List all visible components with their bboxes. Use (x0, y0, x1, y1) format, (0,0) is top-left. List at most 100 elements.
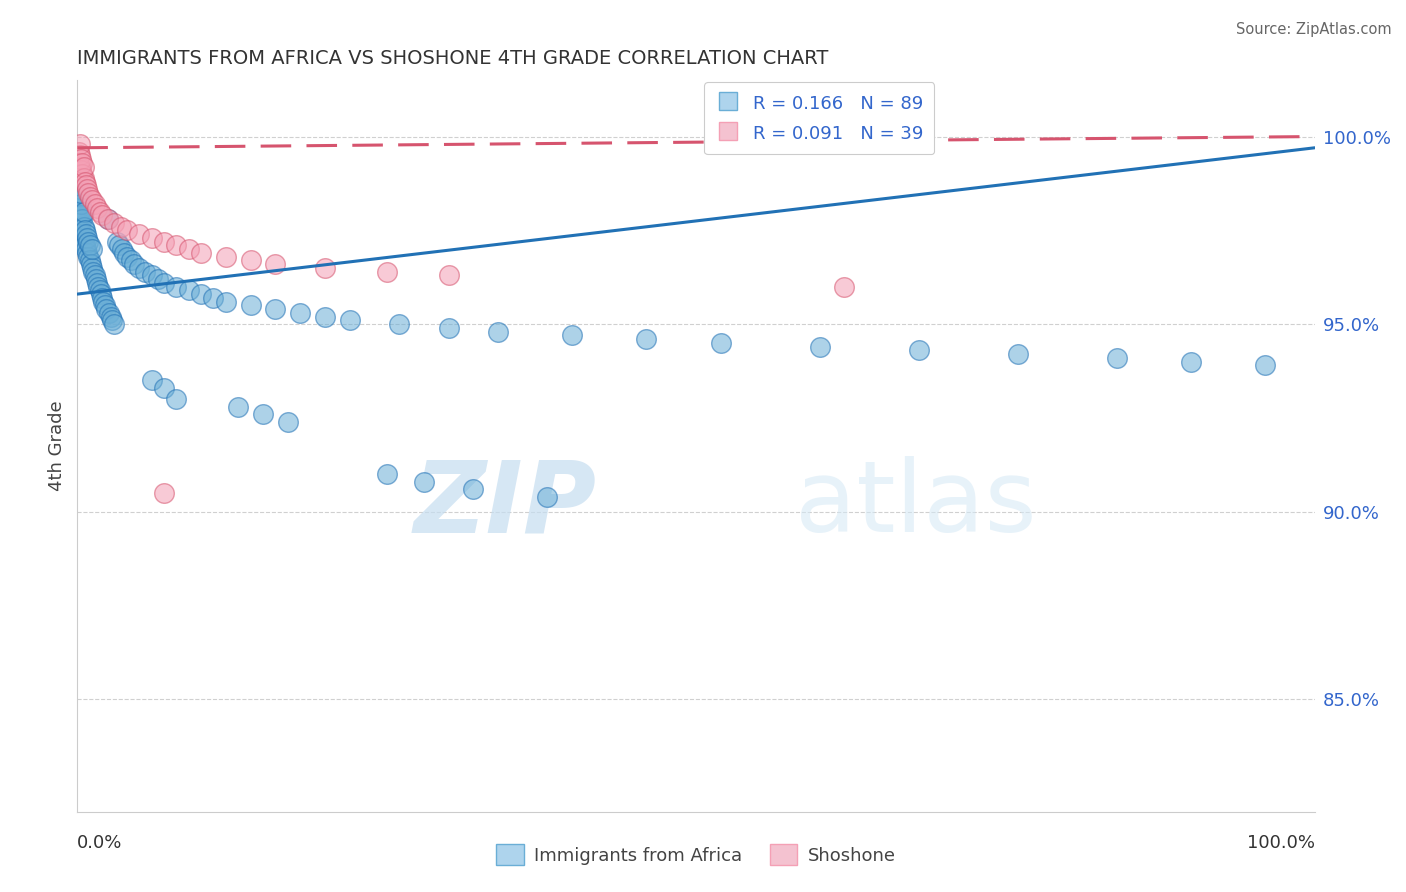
Point (388, 317, 411, 331)
Point (536, 490, 558, 504)
Point (239, 253, 262, 268)
Point (70, 208, 93, 222)
Point (165, 238, 187, 252)
Point (72, 212, 94, 227)
Point (252, 407, 274, 421)
Point (103, 216, 125, 230)
Point (486, 325, 509, 339)
Point (72, 170, 94, 185)
Point (76, 245, 98, 260)
Point (375, 467, 398, 482)
Point (177, 283, 200, 297)
Point (72, 167, 94, 181)
Point (636, 332, 658, 346)
Point (69, 204, 91, 219)
Point (437, 321, 460, 335)
Point (108, 238, 131, 252)
Point (1007, 347, 1029, 361)
Point (69, 148, 91, 162)
Point (75, 178, 97, 193)
Point (69, 136, 91, 151)
Point (79, 238, 101, 252)
Point (122, 257, 145, 271)
Point (82, 194, 104, 208)
Point (1105, 351, 1128, 365)
Point (94, 302, 117, 317)
Point (101, 313, 124, 327)
Point (70, 223, 93, 237)
Point (339, 313, 361, 327)
Point (141, 373, 163, 387)
Point (105, 235, 128, 249)
Text: 0.0%: 0.0% (77, 834, 122, 852)
Point (76, 182, 98, 196)
Point (80, 257, 103, 271)
Point (834, 279, 856, 293)
Point (128, 227, 150, 241)
Point (264, 257, 287, 271)
Point (72, 227, 94, 241)
Point (79, 253, 101, 268)
Point (67, 156, 90, 170)
Point (83, 268, 105, 283)
Point (90, 287, 112, 301)
Point (134, 264, 156, 278)
Point (79, 189, 101, 203)
Point (314, 310, 336, 324)
Point (72, 204, 94, 219)
Text: ZIP: ZIP (413, 456, 598, 553)
Point (86, 201, 108, 215)
Y-axis label: 4th Grade: 4th Grade (48, 401, 66, 491)
Point (69, 194, 91, 208)
Point (111, 242, 134, 256)
Point (561, 328, 583, 343)
Point (83, 197, 105, 211)
Point (110, 219, 132, 234)
Point (69, 216, 91, 230)
Point (226, 400, 249, 414)
Point (69, 182, 91, 196)
Point (73, 223, 96, 237)
Point (91, 291, 114, 305)
Point (89, 283, 111, 297)
Point (67, 212, 90, 227)
Point (82, 260, 104, 275)
Text: IMMIGRANTS FROM AFRICA VS SHOSHONE 4TH GRADE CORRELATION CHART: IMMIGRANTS FROM AFRICA VS SHOSHONE 4TH G… (77, 48, 828, 68)
Point (202, 291, 225, 305)
Text: 100.0%: 100.0% (1247, 834, 1315, 852)
Point (86, 276, 108, 290)
Point (72, 219, 94, 234)
Point (277, 415, 299, 429)
Point (710, 335, 733, 350)
Point (112, 245, 135, 260)
Point (165, 279, 187, 293)
Point (82, 242, 104, 256)
Text: atlas: atlas (794, 456, 1036, 553)
Point (93, 298, 115, 312)
Text: Source: ZipAtlas.com: Source: ZipAtlas.com (1236, 22, 1392, 37)
Point (70, 163, 93, 178)
Point (1180, 354, 1202, 368)
Point (907, 343, 929, 358)
Point (165, 392, 187, 406)
Point (115, 250, 138, 264)
Point (67, 145, 90, 159)
Point (288, 306, 311, 320)
Point (77, 186, 100, 200)
Point (120, 253, 142, 268)
Point (190, 245, 212, 260)
Point (808, 340, 831, 354)
Point (75, 242, 97, 256)
Point (97, 212, 120, 227)
Point (153, 486, 176, 500)
Point (153, 381, 176, 395)
Point (463, 482, 485, 496)
Point (73, 175, 96, 189)
Point (84, 272, 107, 286)
Point (98, 306, 121, 320)
Point (70, 197, 93, 211)
Point (103, 317, 125, 331)
Point (76, 231, 98, 245)
Point (82, 264, 104, 278)
Point (146, 272, 169, 286)
